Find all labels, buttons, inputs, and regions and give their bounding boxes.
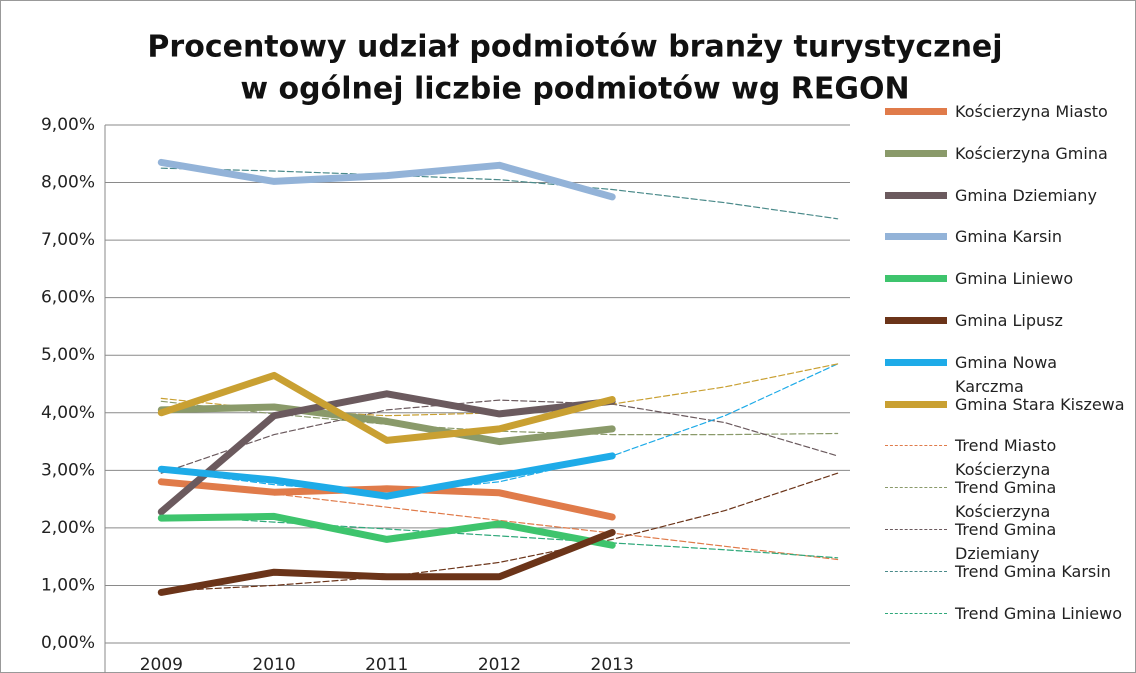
series-line xyxy=(157,403,616,446)
legend-item: Gmina Lipusz xyxy=(885,309,1135,335)
y-tick-label: 7,00% xyxy=(41,230,95,250)
legend-item: Gmina Nowa Karczma xyxy=(885,351,1135,396)
legend-item: Gmina Stara Kiszewa xyxy=(885,393,1135,419)
legend-swatch xyxy=(885,317,947,324)
series-line xyxy=(157,478,616,521)
y-tick-label: 4,00% xyxy=(41,403,95,423)
chart-title: Procentowy udział podmiotów branży turys… xyxy=(147,30,1002,65)
legend-swatch xyxy=(885,191,947,199)
legend-label: Kościerzyna Gmina xyxy=(955,143,1108,163)
legend-item: Trend Gmina Karsin xyxy=(885,560,1135,586)
series-line xyxy=(157,529,616,596)
legend-item: Trend Gmina Liniewo xyxy=(885,602,1135,628)
chart-subtitle: w ogólnej liczbie podmiotów wg REGON xyxy=(240,72,909,107)
legend-label: Gmina Liniewo xyxy=(955,269,1074,289)
legend-item: Gmina Karsin xyxy=(885,225,1135,251)
legend-item: Gmina Liniewo xyxy=(885,267,1135,293)
series-line xyxy=(157,158,616,201)
legend-label: Trend Gmina Liniewo xyxy=(955,603,1122,623)
x-tick-label: 2013 xyxy=(591,655,634,673)
legend-item: Trend Miasto Kościerzyna xyxy=(885,434,1135,479)
legend-label: Gmina Dziemiany xyxy=(955,185,1097,205)
legend-swatch xyxy=(885,445,947,447)
legend-label: Kościerzyna Miasto xyxy=(955,102,1108,121)
y-tick-label: 5,00% xyxy=(41,345,95,365)
legend-label: Gmina Karsin xyxy=(955,227,1062,247)
legend-label: Gmina Lipusz xyxy=(955,311,1063,330)
legend-label: Gmina Nowa Karczma xyxy=(955,352,1058,396)
legend-label: Trend Gmina Kościerzyna xyxy=(955,478,1057,522)
legend-swatch xyxy=(885,149,947,157)
trend-line xyxy=(160,399,839,474)
legend-label: Trend Gmina Karsin xyxy=(955,561,1111,581)
trend-line xyxy=(160,472,839,592)
series-line xyxy=(157,512,616,549)
legend-swatch xyxy=(885,529,947,530)
legend-swatch xyxy=(885,487,947,489)
x-tick-label: 2011 xyxy=(365,655,408,673)
trend-line xyxy=(160,167,839,220)
y-tick-label: 9,00% xyxy=(41,115,95,135)
series-line xyxy=(157,390,616,516)
legend-swatch xyxy=(885,400,947,408)
y-tick-label: 8,00% xyxy=(41,173,95,193)
legend-label: Trend Gmina Dziemiany xyxy=(955,520,1057,563)
y-tick-label: 6,00% xyxy=(41,288,95,308)
y-tick-label: 2,00% xyxy=(41,518,95,538)
legend-swatch xyxy=(885,233,947,241)
legend-item: Trend Gmina Kościerzyna xyxy=(885,476,1135,521)
series-line xyxy=(157,452,616,500)
x-tick-label: 2009 xyxy=(140,655,183,673)
legend-label: Trend Miasto Kościerzyna xyxy=(955,436,1057,480)
legend-label: Gmina Stara Kiszewa xyxy=(955,394,1125,414)
legend-item: Trend Gmina Dziemiany xyxy=(885,518,1135,563)
x-tick-label: 2012 xyxy=(478,655,521,673)
legend-swatch xyxy=(885,612,947,614)
legend-swatch xyxy=(885,108,947,115)
legend-swatch xyxy=(885,570,947,572)
legend-swatch xyxy=(885,275,947,283)
y-tick-label: 1,00% xyxy=(41,575,95,595)
series-line xyxy=(157,371,616,444)
legend-item: Gmina Dziemiany xyxy=(885,184,1135,210)
legend-item: Kościerzyna Miasto xyxy=(885,100,1135,126)
trend-line xyxy=(160,514,839,559)
x-tick-label: 2010 xyxy=(252,655,295,673)
y-tick-label: 0,00% xyxy=(41,633,95,653)
legend-item: Kościerzyna Gmina xyxy=(885,142,1135,168)
legend-swatch xyxy=(885,358,947,366)
y-tick-label: 3,00% xyxy=(41,460,95,480)
trend-line xyxy=(160,363,839,494)
